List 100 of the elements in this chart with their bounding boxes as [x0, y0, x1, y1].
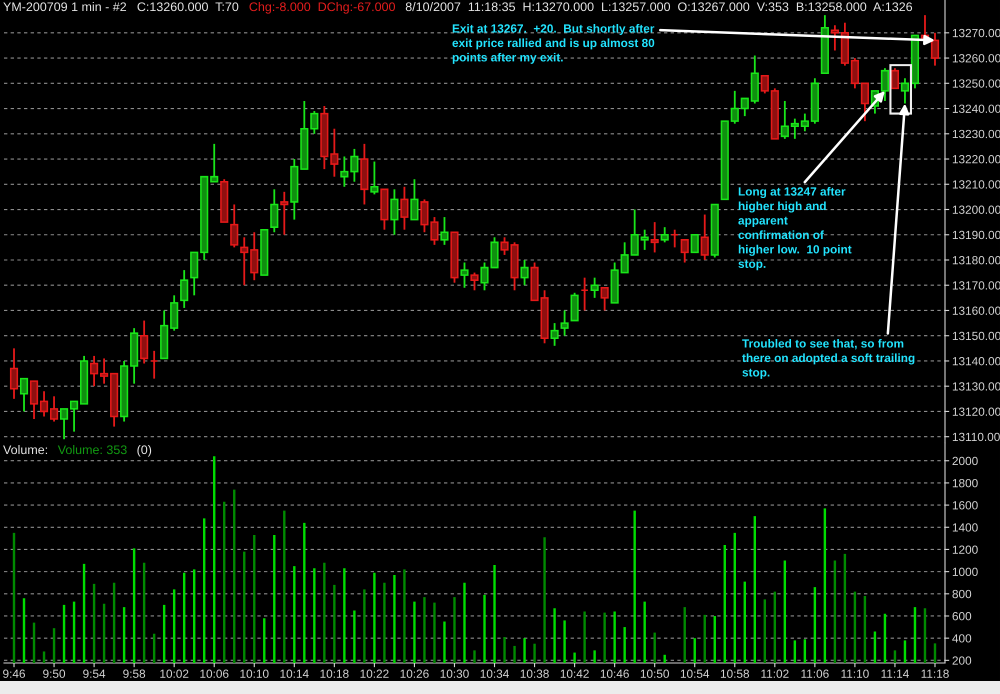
candlestick [550, 322, 559, 347]
x-tick-label: 10:46 [600, 670, 629, 678]
candlestick [330, 128, 338, 178]
x-tick-label: 9:54 [83, 670, 106, 678]
candlestick [30, 380, 38, 420]
candlestick [620, 241, 629, 274]
candlestick [410, 178, 419, 221]
y-tick-label: 1800 [952, 478, 978, 488]
x-tick-label: 10:58 [720, 670, 750, 678]
candlestick [10, 347, 18, 400]
x-tick-label: 10:30 [440, 670, 469, 678]
annotation: Long at 13247 after higher high and apparent confirmation of higher low. 10 point stop. [738, 187, 852, 270]
candlestick [930, 32, 940, 67]
x-tick-label: 10:22 [360, 670, 389, 678]
candlestick [440, 216, 449, 246]
annotation: C:13260.000 T:70 [138, 2, 238, 12]
x-tick-label: 9:50 [43, 670, 66, 678]
annotation: Volume: 353 [58, 445, 127, 454]
y-tick-label: 200 [952, 656, 972, 665]
candlestick [790, 118, 799, 140]
annotation: 8/10/2007 11:18:35 H:13270.000 L:13257.000 O:13267.000 V:353 B:13258.000 A:1326 [406, 2, 912, 12]
x-tick-label: 9:58 [123, 670, 146, 678]
candlestick [390, 188, 398, 236]
x-tick-label: 11:10 [841, 670, 869, 678]
candlestick [470, 272, 479, 292]
candlestick [480, 262, 489, 292]
candlestick [760, 74, 769, 94]
candlestick [60, 408, 68, 440]
y-tick-label: 400 [952, 634, 972, 643]
x-tick-label: 10:50 [640, 670, 670, 678]
candlestick [400, 186, 408, 231]
candlestick [900, 77, 910, 104]
candlestick [100, 358, 108, 385]
candlestick [150, 350, 158, 380]
x-tick-label: 10:02 [160, 670, 188, 678]
y-tick-label: 1200 [952, 545, 978, 554]
candlestick [270, 188, 278, 234]
y-tick-label: 2000 [952, 456, 978, 466]
candlestick [830, 24, 839, 52]
y-tick-label: 600 [952, 612, 972, 620]
candlestick [280, 190, 288, 236]
candlestick [50, 395, 58, 422]
x-tick-label: 10:38 [520, 670, 549, 678]
candlestick [880, 67, 890, 102]
candlestick [670, 228, 679, 248]
y-tick-label: 1400 [952, 523, 978, 532]
candlestick [90, 355, 98, 388]
annotation: Chg:-8.000 DChg:-67.000 [250, 2, 396, 14]
x-tick-label: 10:34 [480, 670, 509, 678]
candlestick [800, 112, 809, 132]
candlestick [500, 236, 509, 256]
x-tick-label: 10:06 [200, 670, 228, 678]
candlestick [860, 82, 869, 122]
x-tick-label: 10:54 [680, 670, 710, 678]
x-tick-label: 11:02 [761, 670, 789, 678]
candlestick [600, 286, 609, 312]
candlestick [520, 259, 529, 286]
y-tick-label: 1600 [952, 501, 978, 510]
x-tick-label: 10:26 [400, 670, 429, 678]
candlestick [370, 160, 378, 196]
x-tick-label: 10:10 [240, 670, 269, 678]
candlestick [40, 390, 48, 418]
annotation: (0) [137, 445, 152, 457]
candlestick [460, 262, 469, 289]
candlestick [580, 276, 589, 312]
candlestick [640, 228, 649, 251]
candlestick [590, 276, 599, 299]
candlestick [630, 208, 639, 256]
candlestick [680, 238, 689, 264]
x-tick-label: 10:18 [320, 670, 349, 678]
candlestick [890, 67, 900, 90]
candlestick [230, 204, 238, 248]
chart-title: YM-200709 1 min - #2 [3, 2, 126, 12]
annotation: Exit at 13267. +20. But shortly after exit price rallied and is up almost 80 points after my exit. [452, 24, 654, 64]
x-tick-label: 11:06 [801, 670, 829, 678]
candlestick [560, 310, 569, 337]
candlestick [420, 198, 429, 234]
y-tick-label: 13110.00 [952, 432, 1000, 442]
candlestick [850, 57, 859, 90]
x-tick-label: 11:18 [922, 670, 949, 678]
y-tick-label: 800 [952, 590, 972, 598]
candlestick [690, 234, 699, 254]
y-tick-label: 1000 [952, 568, 978, 576]
x-tick-label: 10:42 [560, 670, 589, 678]
x-tick-label: 9:46 [3, 670, 25, 678]
annotation: Troubled to see that, so from there on adopted a soft trailing stop. [742, 339, 914, 379]
x-tick-label: 11:14 [882, 670, 909, 678]
candlestick [340, 156, 348, 188]
x-tick-label: 10:14 [280, 670, 309, 678]
candlestick [310, 110, 318, 135]
candlestick [650, 221, 659, 254]
chart-title: Volume: [3, 445, 48, 454]
candlestick [430, 216, 439, 246]
candlestick [20, 378, 28, 412]
candlestick [140, 320, 148, 364]
candlestick [180, 269, 188, 309]
candlestick [70, 400, 78, 433]
candlestick [780, 100, 789, 140]
candlestick [350, 148, 358, 183]
candlestick [660, 226, 669, 244]
